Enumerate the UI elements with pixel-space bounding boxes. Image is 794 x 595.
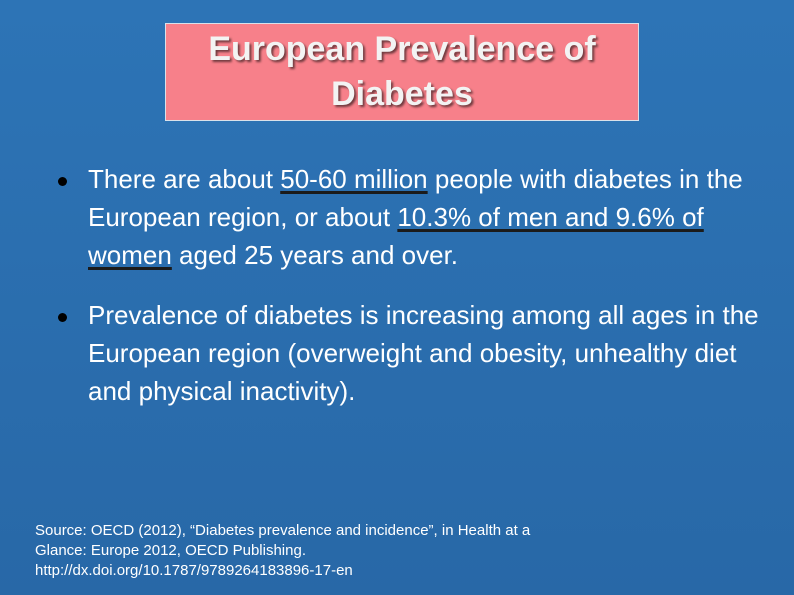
bullet-text-part: aged 25 years and over. <box>171 240 459 270</box>
bullet-item: There are about 50-60 million people wit… <box>50 160 770 274</box>
bullet-dot-icon <box>58 313 67 322</box>
underlined-stat: 10.3% of men and 9.6% of women <box>88 202 704 270</box>
bullet-dot-icon <box>58 177 67 186</box>
underlined-stat: 50-60 million <box>280 164 428 194</box>
slide-title: European Prevalence of Diabetes <box>208 30 596 113</box>
source-line: Source: OECD (2012), “Diabetes prevalenc… <box>35 522 531 539</box>
bullet-text: Prevalence of diabetes is increasing amo… <box>88 300 759 406</box>
bullet-list: There are about 50-60 million people wit… <box>50 160 770 432</box>
bullet-text-part: people with diabetes in the European reg… <box>88 164 743 232</box>
title-box: European Prevalence of Diabetes <box>165 23 639 121</box>
source-line: Glance: Europe 2012, OECD Publishing. <box>35 542 306 559</box>
source-link[interactable]: http://dx.doi.org/10.1787/9789264183896-… <box>35 562 353 579</box>
bullet-text: There are about 50-60 million people wit… <box>88 164 743 270</box>
bullet-text-part: There are about <box>88 164 281 194</box>
source-citation: Source: OECD (2012), “Diabetes prevalenc… <box>35 521 655 581</box>
bullet-item: Prevalence of diabetes is increasing amo… <box>50 296 770 410</box>
